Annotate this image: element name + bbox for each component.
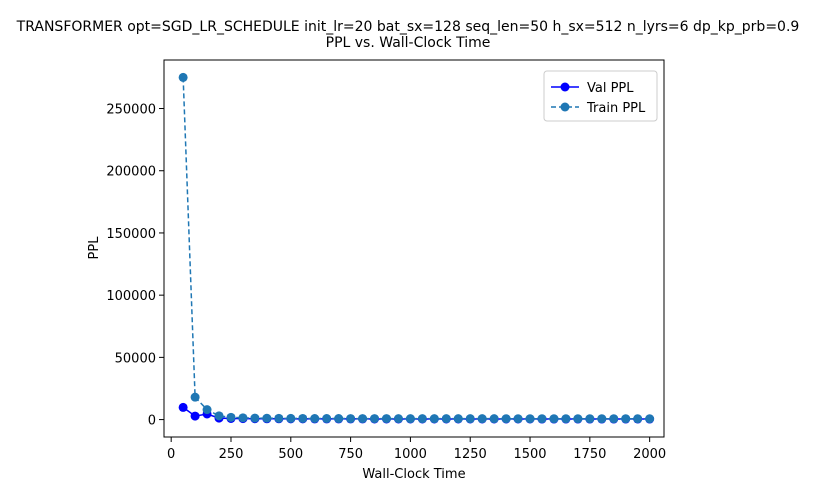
data-point-train-ppl [322, 414, 332, 424]
data-point-train-ppl [597, 414, 607, 424]
x-tick-label: 0 [167, 447, 175, 462]
data-point-train-ppl [645, 414, 655, 424]
data-point-val-ppl [178, 402, 188, 412]
data-point-train-ppl [298, 413, 308, 423]
y-axis-label: PPL [87, 236, 102, 260]
y-tick-label: 150000 [106, 227, 156, 242]
data-point-train-ppl [190, 392, 200, 402]
data-point-train-ppl [250, 413, 260, 423]
data-point-train-ppl [334, 414, 344, 424]
series-line-train-ppl [182, 77, 650, 420]
data-point-train-ppl [286, 413, 296, 423]
axes-frame [163, 59, 665, 438]
data-point-train-ppl [621, 414, 631, 424]
y-tick-label: 100000 [106, 289, 156, 304]
x-tick-label: 1000 [394, 447, 427, 462]
y-tick-label: 50000 [115, 351, 156, 366]
y-tick-label: 0 [148, 414, 156, 429]
data-point-train-ppl [274, 413, 284, 423]
legend-box [543, 70, 658, 122]
data-point-train-ppl [561, 414, 571, 424]
chart-subtitle: PPL vs. Wall-Clock Time [326, 35, 491, 51]
data-point-train-ppl [525, 414, 535, 424]
y-tick-label: 250000 [106, 103, 156, 118]
data-point-train-ppl [178, 72, 188, 82]
data-point-train-ppl [513, 414, 523, 424]
x-tick-label: 250 [219, 447, 244, 462]
chart-title: TRANSFORMER opt=SGD_LR_SCHEDULE init_lr=… [16, 19, 800, 35]
legend-label-val: Val PPL [587, 81, 634, 96]
data-point-train-ppl [262, 413, 272, 423]
legend: Val PPL Train PPL [543, 70, 658, 122]
legend-marker-val [560, 82, 570, 92]
data-point-train-ppl [310, 413, 320, 423]
legend-marker-train [560, 102, 570, 112]
data-point-train-ppl [549, 414, 559, 424]
x-tick-label: 1500 [513, 447, 546, 462]
x-tick-label: 500 [278, 447, 303, 462]
data-point-train-ppl [370, 414, 380, 424]
x-tick-label: 1750 [573, 447, 606, 462]
data-point-train-ppl [585, 414, 595, 424]
data-point-train-ppl [465, 414, 475, 424]
data-point-train-ppl [405, 414, 415, 424]
data-point-train-ppl [214, 411, 224, 421]
data-point-train-ppl [417, 414, 427, 424]
data-point-train-ppl [477, 414, 487, 424]
data-point-train-ppl [633, 414, 643, 424]
x-tick-label: 750 [338, 447, 363, 462]
data-point-train-ppl [381, 414, 391, 424]
x-axis-label: Wall-Clock Time [362, 467, 465, 482]
x-tick-label: 2000 [633, 447, 666, 462]
data-point-train-ppl [489, 414, 499, 424]
data-point-train-ppl [226, 412, 236, 422]
y-tick-label: 200000 [106, 165, 156, 180]
x-tick-label: 1250 [454, 447, 487, 462]
data-point-train-ppl [441, 414, 451, 424]
data-point-train-ppl [346, 414, 356, 424]
data-point-train-ppl [501, 414, 511, 424]
data-point-train-ppl [358, 414, 368, 424]
data-point-train-ppl [429, 414, 439, 424]
data-point-train-ppl [573, 414, 583, 424]
data-point-train-ppl [202, 405, 212, 415]
data-point-train-ppl [453, 414, 463, 424]
data-point-train-ppl [393, 414, 403, 424]
data-point-train-ppl [609, 414, 619, 424]
data-point-train-ppl [537, 414, 547, 424]
legend-label-train: Train PPL [586, 101, 646, 116]
data-point-train-ppl [238, 413, 248, 423]
data-point-val-ppl [190, 411, 200, 421]
plot-area: 0 250 500 750 1000 1250 1500 1750 2000 0 50000 1000… [106, 72, 666, 462]
